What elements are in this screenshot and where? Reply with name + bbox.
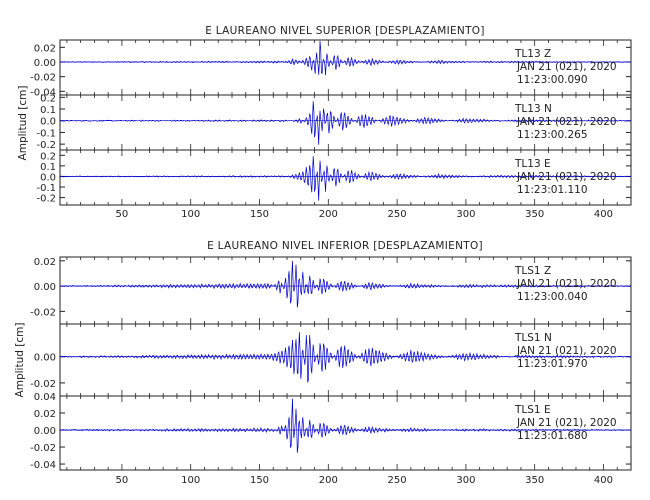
time-label: 11:23:00.040 xyxy=(517,291,588,303)
x-tick-label: 100 xyxy=(181,475,200,486)
waveform-trace xyxy=(59,332,631,383)
date-label: JAN 21 (021), 2020 xyxy=(516,417,617,429)
y-tick-label: 0.02 xyxy=(34,409,56,420)
x-tick-label: 150 xyxy=(250,475,269,486)
station-label: TL13 N xyxy=(514,103,552,115)
x-tick-label: 200 xyxy=(319,209,338,220)
date-label: JAN 21 (021), 2020 xyxy=(516,345,617,357)
upper-level-chart: E LAUREANO NIVEL SUPERIOR [DESPLAZAMIENT… xyxy=(17,25,632,220)
y-tick-label: 0.1 xyxy=(40,105,56,116)
y-tick-label: -0.04 xyxy=(30,87,56,98)
y-tick-label: 0.00 xyxy=(34,426,56,437)
time-label: 11:23:01.110 xyxy=(517,184,588,196)
y-tick-label: 0.0 xyxy=(40,172,56,183)
y-tick-label: 0.04 xyxy=(34,392,56,403)
x-tick-label: 400 xyxy=(594,209,613,220)
chart-title: E LAUREANO NIVEL SUPERIOR [DESPLAZAMIENT… xyxy=(205,25,485,37)
y-tick-label: 0.2 xyxy=(40,93,56,104)
x-tick-label: 250 xyxy=(388,475,407,486)
x-tick-label: 300 xyxy=(456,209,475,220)
y-axis-label: Amplitud [cm] xyxy=(17,86,29,161)
y-tick-label: -0.02 xyxy=(30,73,56,84)
waveform-trace xyxy=(59,260,632,308)
y-tick-label: 0.02 xyxy=(34,43,56,54)
station-label: TLS1 N xyxy=(514,332,552,344)
y-tick-label: 0.02 xyxy=(34,257,56,268)
time-label: 11:23:00.090 xyxy=(517,74,588,86)
y-tick-label: -0.2 xyxy=(36,194,56,205)
y-tick-label: 0.1 xyxy=(40,162,56,173)
x-tick-label: 50 xyxy=(116,209,129,220)
x-tick-label: 200 xyxy=(319,475,338,486)
y-tick-label: -0.1 xyxy=(36,128,56,139)
y-tick-label: 0.0 xyxy=(40,117,56,128)
y-tick-label: 0.00 xyxy=(34,282,56,293)
x-tick-label: 350 xyxy=(525,475,544,486)
y-tick-label: 0.00 xyxy=(34,353,56,364)
panel-frame xyxy=(59,149,632,206)
chart-title: E LAUREANO NIVEL INFERIOR [DESPLAZAMIENT… xyxy=(207,240,483,252)
station-label: TLS1 Z xyxy=(514,265,551,277)
time-label: 11:23:00.265 xyxy=(517,129,588,141)
y-tick-label: -0.02 xyxy=(30,443,56,454)
y-axis-label: Amplitud [cm] xyxy=(14,323,26,398)
time-label: 11:23:01.970 xyxy=(517,358,588,370)
panel-frame xyxy=(59,395,632,471)
y-tick-label: 0.00 xyxy=(34,58,56,69)
date-label: JAN 21 (021), 2020 xyxy=(516,61,617,73)
x-tick-label: 100 xyxy=(181,209,200,220)
station-label: TLS1 E xyxy=(514,404,551,416)
y-tick-label: -0.2 xyxy=(36,140,56,151)
x-tick-label: 350 xyxy=(525,209,544,220)
lower-level-chart: E LAUREANO NIVEL INFERIOR [DESPLAZAMIENT… xyxy=(14,240,632,486)
y-tick-label: 0.2 xyxy=(40,151,56,162)
x-tick-label: 50 xyxy=(116,475,129,486)
station-label: TL13 Z xyxy=(514,48,551,60)
y-tick-label: -0.02 xyxy=(30,307,56,318)
x-tick-label: 400 xyxy=(594,475,613,486)
station-label: TL13 E xyxy=(514,158,551,170)
y-tick-label: -0.1 xyxy=(36,183,56,194)
x-tick-label: 300 xyxy=(456,475,475,486)
x-tick-label: 250 xyxy=(388,209,407,220)
time-label: 11:23:01.680 xyxy=(517,430,588,442)
y-tick-label: -0.04 xyxy=(30,460,56,471)
date-label: JAN 21 (021), 2020 xyxy=(516,116,617,128)
y-tick-label: -0.02 xyxy=(30,379,56,390)
date-label: JAN 21 (021), 2020 xyxy=(516,278,617,290)
date-label: JAN 21 (021), 2020 xyxy=(516,171,617,183)
x-tick-label: 150 xyxy=(250,209,269,220)
